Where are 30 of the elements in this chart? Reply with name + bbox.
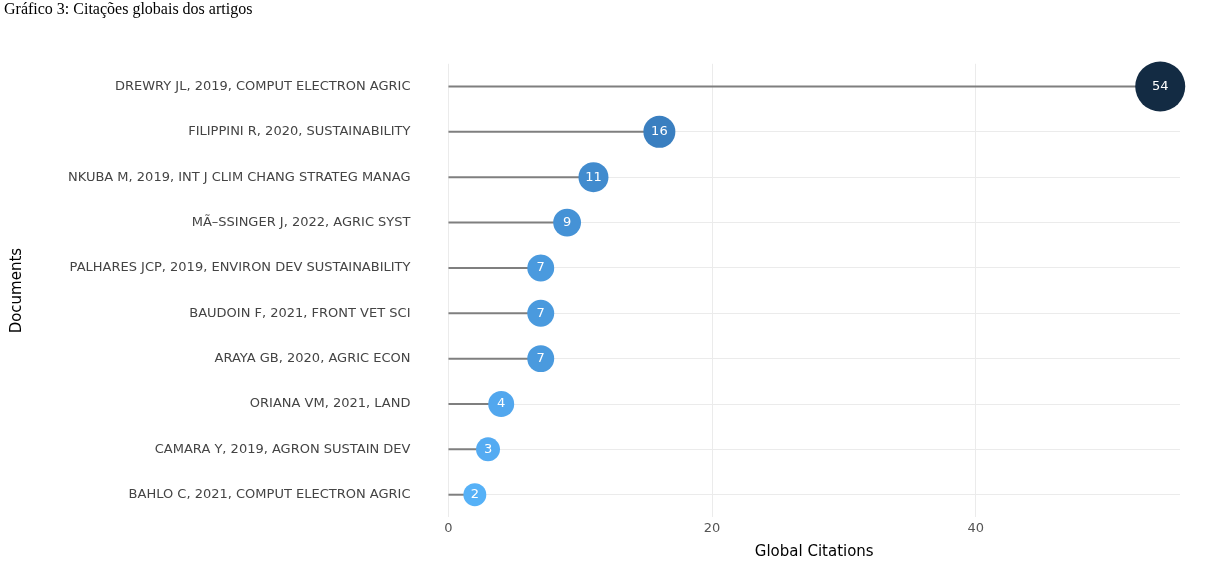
- data-label: 11: [585, 168, 602, 184]
- x-axis-title: Global Citations: [754, 541, 874, 560]
- y-tick-label: ORIANA VM, 2021, LAND: [249, 395, 411, 411]
- data-label: 7: [536, 350, 545, 366]
- x-tick-label: 20: [703, 519, 721, 535]
- x-tick-label: 40: [967, 519, 984, 535]
- data-label: 2: [470, 486, 479, 502]
- point: [553, 208, 582, 237]
- y-tick-label: BAUDOIN F, 2021, FRONT VET SCI: [189, 304, 411, 320]
- point: [527, 299, 555, 327]
- data-label: 3: [483, 440, 493, 456]
- y-tick-label: MÃ–SSINGER J, 2022, AGRIC SYST: [191, 213, 411, 229]
- data-label: 9: [562, 213, 572, 229]
- y-tick-label: PALHARES JCP, 2019, ENVIRON DEV SUSTAINABILITY: [69, 259, 411, 275]
- y-tick-label: BAHLO C, 2021, COMPUT ELECTRON AGRIC: [128, 486, 411, 502]
- point: [527, 254, 555, 282]
- data-label: 7: [536, 259, 545, 275]
- data-label: 4: [497, 395, 506, 411]
- y-tick-label: CAMARA Y, 2019, AGRON SUSTAIN DEV: [154, 440, 411, 456]
- data-label: 7: [536, 304, 545, 320]
- text: Gráfico 3: Citações globais dos artigos: [3, 0, 254, 18]
- y-tick-label: FILIPPINI R, 2020, SUSTAINABILITY: [188, 123, 411, 139]
- x-tick-label: 0: [444, 519, 453, 535]
- data-label: 54: [1151, 77, 1169, 93]
- y-axis-title: Documents: [6, 247, 25, 334]
- y-tick-label: ARAYA GB, 2020, AGRIC ECON: [214, 350, 411, 366]
- y-tick-label: NKUBA M, 2019, INT J CLIM CHANG STRATEG MANAG: [68, 168, 411, 184]
- data-label: 16: [651, 123, 668, 139]
- point: [527, 345, 555, 373]
- y-tick-label: DREWRY JL, 2019, COMPUT ELECTRON AGRIC: [114, 77, 411, 93]
